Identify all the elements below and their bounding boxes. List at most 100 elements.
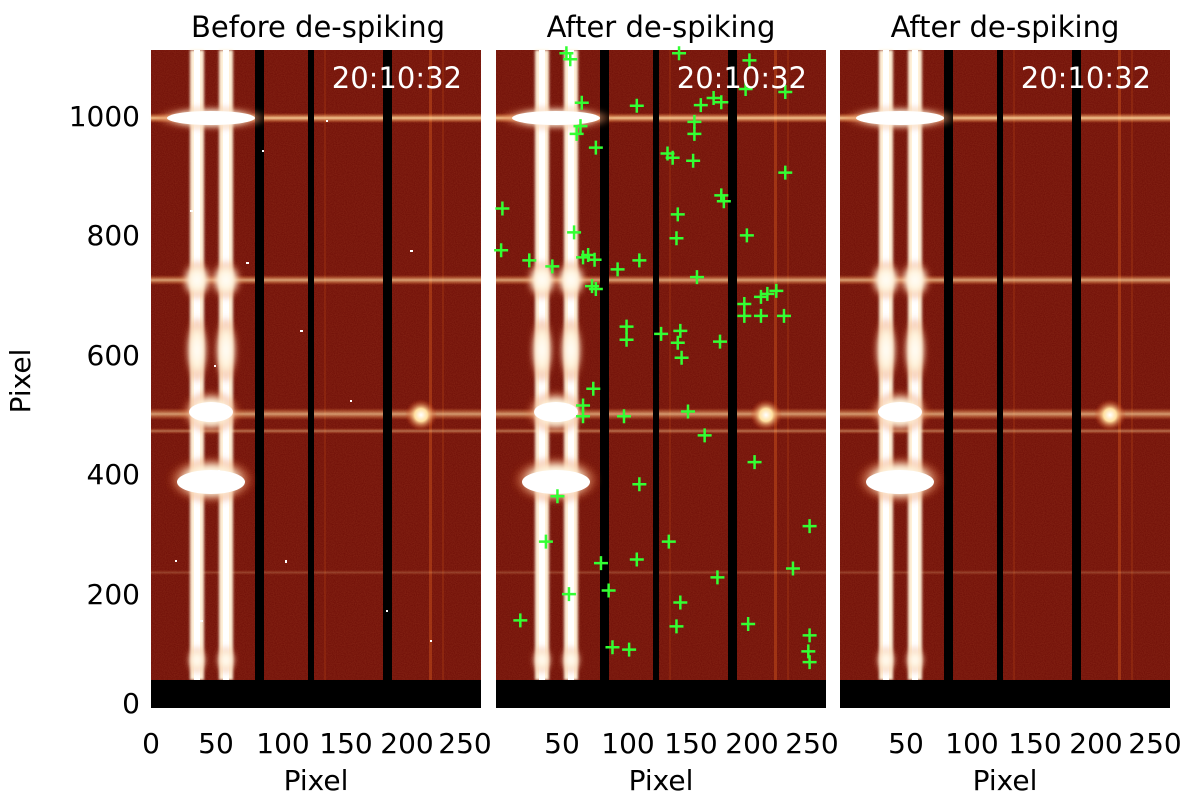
x-tick-label: 100 — [601, 727, 654, 760]
plus-icon — [769, 283, 784, 298]
plus-icon — [753, 308, 768, 323]
y-tick-label: 400 — [87, 458, 140, 491]
plus-icon — [670, 207, 685, 222]
plus-icon — [689, 270, 704, 285]
plus-icon — [687, 126, 702, 141]
plus-icon — [785, 561, 800, 576]
x-tick-label: 50 — [198, 727, 234, 760]
plus-icon — [569, 126, 584, 141]
plus-icon — [716, 194, 731, 209]
y-axis-label: Pixel — [4, 349, 37, 414]
plus-icon — [687, 114, 702, 129]
plus-icon — [738, 82, 753, 97]
y-tick-label: 800 — [87, 219, 140, 252]
x-tick-label: 100 — [256, 727, 309, 760]
plus-icon — [563, 52, 578, 67]
x-axis-label: Pixel — [629, 764, 694, 797]
plus-icon — [550, 489, 565, 504]
plus-icon — [576, 250, 591, 265]
plus-icon — [610, 262, 625, 277]
x-axis-label: Pixel — [973, 764, 1038, 797]
plus-icon — [654, 326, 669, 341]
plus-icon — [669, 619, 684, 634]
plus-icon — [605, 640, 620, 655]
plus-icon — [495, 201, 510, 216]
x-axis-panel-3: 50 100 150 200 250 Pixel — [888, 727, 1182, 797]
x-axis-label: Pixel — [284, 764, 349, 797]
x-tick-label: 200 — [1069, 727, 1122, 760]
plus-icon — [681, 404, 695, 419]
plus-icon — [672, 46, 687, 61]
panel-3: After de-spiking 20:10:32 — [840, 10, 1170, 708]
plus-icon — [661, 534, 676, 549]
panel-1: Before de-spiking 20:10:32 — [151, 10, 481, 708]
plus-icon — [573, 119, 588, 134]
plus-icon — [567, 225, 582, 240]
x-tick-label: 50 — [544, 727, 580, 760]
plus-icon — [674, 350, 689, 365]
plus-icon — [693, 98, 708, 113]
plus-icon — [601, 583, 616, 598]
plus-icon — [629, 552, 644, 567]
plus-icon — [494, 243, 509, 258]
plus-icon — [619, 319, 634, 334]
raw-spikes — [175, 120, 432, 642]
plus-icon — [697, 428, 712, 443]
plus-icon — [737, 308, 752, 323]
panel-title: After de-spiking — [891, 10, 1120, 44]
plus-icon — [622, 642, 637, 657]
plus-icon — [574, 95, 589, 110]
x-axis-panel-1: 0 50 100 150 200 250 Pixel — [142, 727, 492, 797]
x-tick-label: 100 — [945, 727, 998, 760]
plus-icon — [665, 150, 680, 165]
plus-icon — [586, 381, 601, 396]
x-tick-label: 200 — [380, 727, 433, 760]
panel-title: After de-spiking — [547, 10, 776, 44]
plus-icon — [587, 252, 602, 267]
x-tick-label: 50 — [888, 727, 924, 760]
plus-icon — [632, 477, 647, 492]
plus-icon — [760, 286, 775, 301]
timestamp: 20:10:32 — [1021, 61, 1151, 95]
plus-icon — [753, 289, 768, 304]
y-tick-label: 1000 — [69, 100, 140, 133]
plus-icon — [673, 323, 688, 338]
x-tick-label: 200 — [725, 727, 778, 760]
timestamp: 20:10:32 — [332, 61, 462, 95]
plus-icon — [706, 91, 721, 106]
plus-icon — [617, 409, 631, 424]
plus-icon — [742, 53, 757, 68]
spike-markers — [494, 46, 817, 670]
plus-icon — [588, 282, 603, 297]
y-tick-label: 600 — [87, 339, 140, 372]
plus-icon — [802, 519, 817, 534]
panel-2: After de-spiking 20:10:32 — [494, 10, 826, 708]
plus-icon — [714, 188, 729, 203]
plus-icon — [778, 165, 793, 180]
plus-icon — [670, 335, 685, 350]
plus-icon — [522, 253, 537, 268]
plus-icon — [741, 616, 756, 631]
panel-title: Before de-spiking — [191, 10, 445, 44]
plus-icon — [673, 595, 688, 610]
plus-icon — [710, 570, 725, 585]
y-tick-label: 0 — [122, 687, 140, 720]
x-tick-label: 250 — [1128, 727, 1181, 760]
x-tick-label: 150 — [664, 727, 717, 760]
plus-icon — [588, 140, 603, 155]
plus-icon — [801, 644, 816, 659]
plus-icon — [777, 308, 791, 323]
plus-icon — [619, 332, 634, 347]
x-tick-label: 150 — [1008, 727, 1061, 760]
x-tick-label: 250 — [785, 727, 838, 760]
x-tick-label: 150 — [319, 727, 372, 760]
plus-icon — [686, 153, 701, 168]
plus-icon — [669, 231, 684, 246]
plus-icon — [802, 655, 817, 670]
y-axis: Pixel 0 200 400 600 800 1000 — [4, 100, 140, 720]
x-tick-label: 250 — [438, 727, 491, 760]
plus-icon — [739, 228, 754, 243]
plus-icon — [714, 95, 729, 110]
plus-icon — [561, 587, 576, 602]
plus-icon — [747, 455, 762, 470]
